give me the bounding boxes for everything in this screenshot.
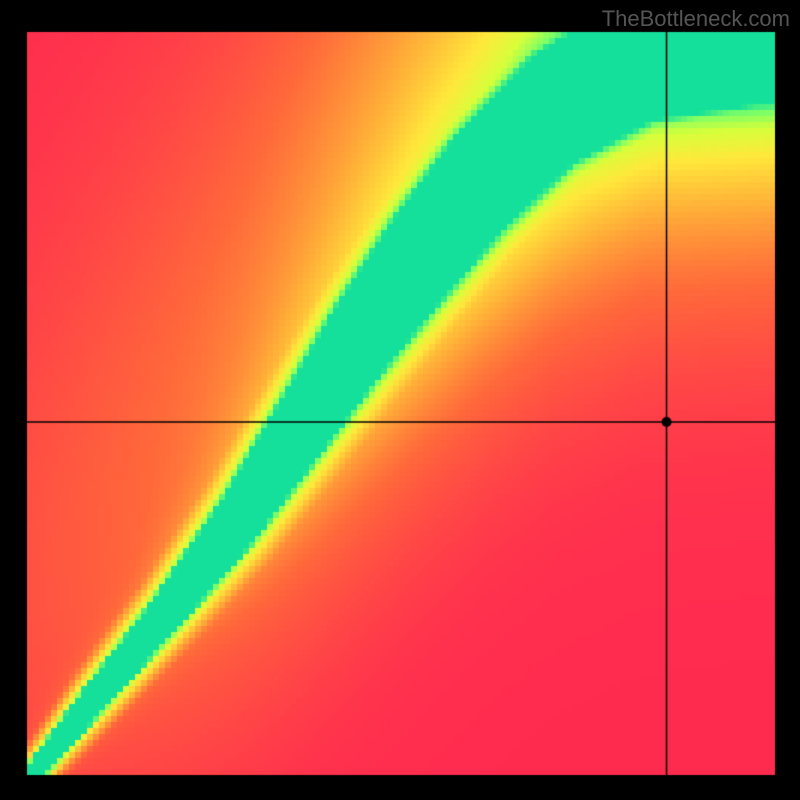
watermark-text: TheBottleneck.com: [602, 6, 790, 32]
chart-container: TheBottleneck.com: [0, 0, 800, 800]
heatmap-canvas: [0, 0, 800, 800]
